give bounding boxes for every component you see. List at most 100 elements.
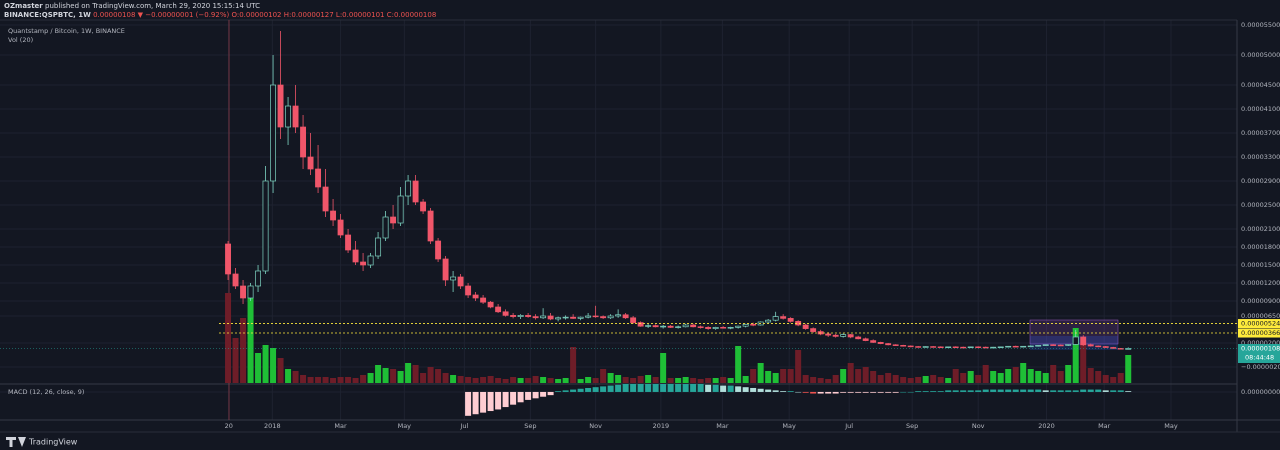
macd-bar [622,384,629,392]
macd-bar [825,391,832,394]
grid [0,20,1237,420]
macd-bar [915,391,922,392]
last-price: 0.00000108 [93,11,135,19]
macd-bar [510,391,517,405]
candle-body [742,324,749,327]
price-level-label: 0.00000524 [1241,320,1280,328]
candle-body [1012,345,1019,348]
x-tick-label: Nov [589,422,602,430]
candle-body [225,243,231,275]
macd-bar [817,391,824,394]
x-tick-label: May [398,422,412,430]
candle-body [502,311,509,316]
volume-bar [262,345,269,383]
macd-bar [585,387,592,392]
volume-bar [675,378,682,383]
volume-bar [825,379,832,383]
macd-bar [705,384,712,392]
macd-bar [577,388,584,392]
macd-bar [945,390,952,392]
x-tick-label: Mar [716,422,729,430]
candle-body [750,324,757,326]
candle-body [937,346,944,349]
macd-bar [877,391,884,393]
macd-bar [787,391,794,392]
volume-bar [352,378,359,383]
candle-body [540,315,547,319]
volume-bar [787,369,794,383]
candle-body [330,210,337,221]
candle-body [907,345,914,348]
last-price-label: 0.00000108 [1241,345,1280,353]
macd-bar [637,384,644,392]
volume-bar [457,376,464,383]
candle-body [427,210,434,242]
macd-bar [1042,390,1049,392]
volume-bar [390,369,397,383]
macd-bar [1035,389,1042,392]
x-tick-label: Nov [972,422,985,430]
macd-bar [487,391,494,412]
ohlc-close: C:0.00000108 [387,11,437,19]
macd-bar [795,391,802,393]
x-tick-label: Mar [1098,422,1111,430]
candle-body [367,255,374,266]
volume-bar [540,377,547,383]
candle-body [727,327,734,329]
candle-body [982,346,989,349]
macd-label: MACD (12, 26, close, 9) [8,388,84,396]
macd-bar [465,391,472,416]
volume-bar [697,379,704,383]
macd-bar [660,384,667,392]
macd-bar [495,391,502,410]
candle-body [622,314,629,319]
volume-pane [225,293,1132,383]
candle-body [712,327,719,329]
candle-body [1050,344,1057,346]
volume-bar [877,375,884,383]
candle-body [840,334,847,337]
candle-body [510,315,517,317]
macd-bar [1065,390,1072,392]
candle-body [1065,344,1072,346]
macd-bar [1072,390,1079,392]
volume-bar [585,377,592,383]
brand[interactable]: TradingView [6,437,78,447]
macd-bar [757,388,764,392]
volume-bar [427,367,434,383]
candle-body [435,240,442,260]
volume-bar [240,318,247,383]
candle-body [855,336,862,340]
volume-bar [907,378,914,383]
volume-bar [450,375,457,383]
macd-bar [682,384,689,392]
candle-body [645,325,652,327]
candle-body [562,316,569,319]
volume-bar [900,377,907,383]
macd-bar [562,390,569,392]
published: published on TradingView.com, March 29, … [45,2,260,10]
volume-bar [330,378,337,383]
volume-bar [630,378,637,383]
candle-body [585,315,592,318]
volume-bar [592,378,599,383]
volume-bar [750,369,757,383]
volume-bar [727,378,734,383]
volume-bar [705,378,712,383]
candle-body [690,324,697,328]
macd-bar [907,391,914,393]
volume-bar [1065,365,1072,383]
volume-bar [945,378,952,383]
macd-bar [1027,389,1034,392]
macd-bar [1117,390,1124,392]
volume-bar [915,377,922,383]
candle-body [322,186,329,212]
volume-bar [1125,355,1132,383]
volume-bar [615,375,622,383]
macd-bar [525,391,532,400]
volume-bar [870,371,877,383]
volume-bar [765,371,772,383]
volume-bar [360,375,367,383]
candle-body [547,315,554,320]
x-tick-label: Sep [524,422,536,430]
